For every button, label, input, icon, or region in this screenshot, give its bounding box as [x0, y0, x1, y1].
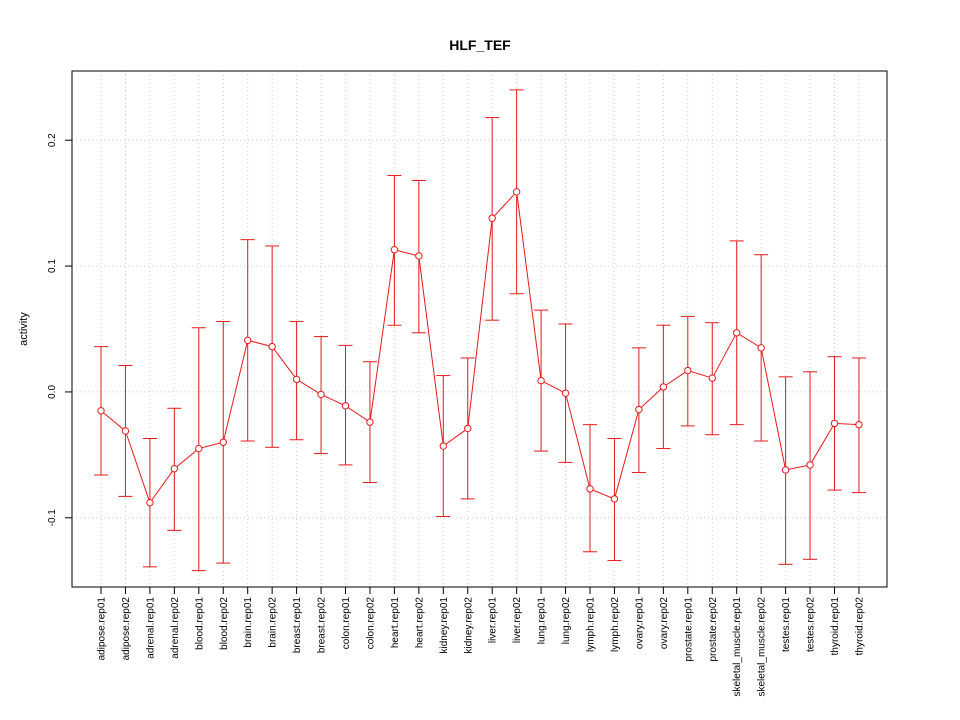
data-point	[268, 342, 276, 351]
data-point	[415, 252, 423, 260]
x-tick-label: blood.rep02	[219, 597, 230, 650]
x-tick-label: heart.rep02	[414, 597, 425, 649]
data-point	[195, 444, 203, 453]
data-point	[439, 442, 447, 450]
y-tick-label: 0.0	[47, 385, 58, 399]
x-tick-label: prostate.rep02	[708, 597, 719, 662]
x-tick-label: thyroid.rep01	[830, 597, 841, 656]
y-tick-label: -0.1	[47, 509, 58, 527]
x-axis: adipose.rep01 adipose.rep02 adrenal.rep01 a…	[97, 586, 865, 697]
x-tick-label: ovary.rep02	[659, 597, 670, 650]
data-point	[244, 336, 252, 345]
x-tick-label: brain.rep01	[243, 597, 254, 648]
data-point	[121, 427, 130, 435]
y-axis: -0.1 0.0 0.1 0.2	[47, 133, 73, 527]
x-tick-label: kidney.rep02	[463, 597, 474, 654]
data-point	[659, 383, 668, 391]
x-tick-label: lung.rep02	[561, 597, 572, 645]
x-tick-label: blood.rep01	[194, 597, 205, 650]
x-tick-label: testes.rep02	[806, 597, 817, 652]
data-point	[733, 329, 741, 337]
x-tick-label: breast.rep01	[292, 597, 303, 654]
series-line	[100, 190, 859, 504]
data-point	[219, 438, 227, 446]
data-point	[708, 374, 716, 382]
data-point	[170, 464, 179, 473]
y-tick-label: 0.1	[47, 259, 58, 273]
x-tick-label: liver.rep01	[488, 597, 499, 644]
data-point	[561, 389, 570, 397]
data-point	[806, 461, 814, 469]
x-tick-label: heart.rep01	[390, 597, 401, 649]
x-tick-label: testes.rep01	[781, 597, 792, 652]
data-point	[586, 485, 594, 493]
x-tick-label: adrenal.rep01	[145, 597, 156, 659]
data-point	[341, 402, 350, 410]
data-point	[488, 214, 496, 222]
x-tick-label: brain.rep02	[268, 597, 279, 648]
x-tick-label: ovary.rep01	[634, 597, 645, 650]
data-point	[830, 419, 839, 428]
x-tick-label: liver.rep02	[512, 597, 523, 644]
data-point	[97, 407, 105, 415]
x-tick-label: lung.rep01	[537, 597, 548, 645]
data-point	[366, 418, 374, 426]
data-point	[635, 405, 643, 414]
x-tick-label: adrenal.rep02	[170, 597, 181, 659]
data-point	[757, 344, 765, 352]
x-tick-label: thyroid.rep02	[854, 597, 865, 656]
x-tick-label: lymph.rep01	[586, 597, 597, 652]
x-tick-label: colon.rep01	[341, 597, 352, 650]
data-point	[317, 390, 325, 399]
data-point	[390, 246, 399, 254]
x-tick-label: colon.rep02	[365, 597, 376, 650]
x-tick-label: skeletal_muscle.rep01	[732, 597, 743, 697]
x-tick-label: adipose.rep01	[97, 597, 108, 661]
x-tick-label: kidney.rep01	[439, 597, 450, 654]
data-point	[464, 424, 472, 433]
y-tick-label: 0.2	[47, 133, 58, 147]
series	[97, 188, 863, 507]
data-point	[537, 376, 545, 385]
x-tick-label: prostate.rep01	[683, 597, 694, 662]
error-bars	[94, 89, 866, 572]
y-axis-label: activity	[18, 312, 30, 346]
x-tick-label: skeletal_muscle.rep02	[757, 597, 768, 697]
data-point	[512, 188, 521, 196]
data-point	[610, 495, 619, 503]
data-point	[146, 498, 154, 507]
data-point	[781, 466, 790, 474]
data-point	[684, 366, 692, 375]
data-point	[855, 420, 863, 429]
chart-title: HLF_TEF	[449, 37, 511, 53]
data-point	[292, 375, 301, 384]
x-tick-label: adipose.rep02	[121, 597, 132, 661]
x-tick-label: lymph.rep02	[610, 597, 621, 652]
x-tick-label: breast.rep02	[317, 597, 328, 654]
